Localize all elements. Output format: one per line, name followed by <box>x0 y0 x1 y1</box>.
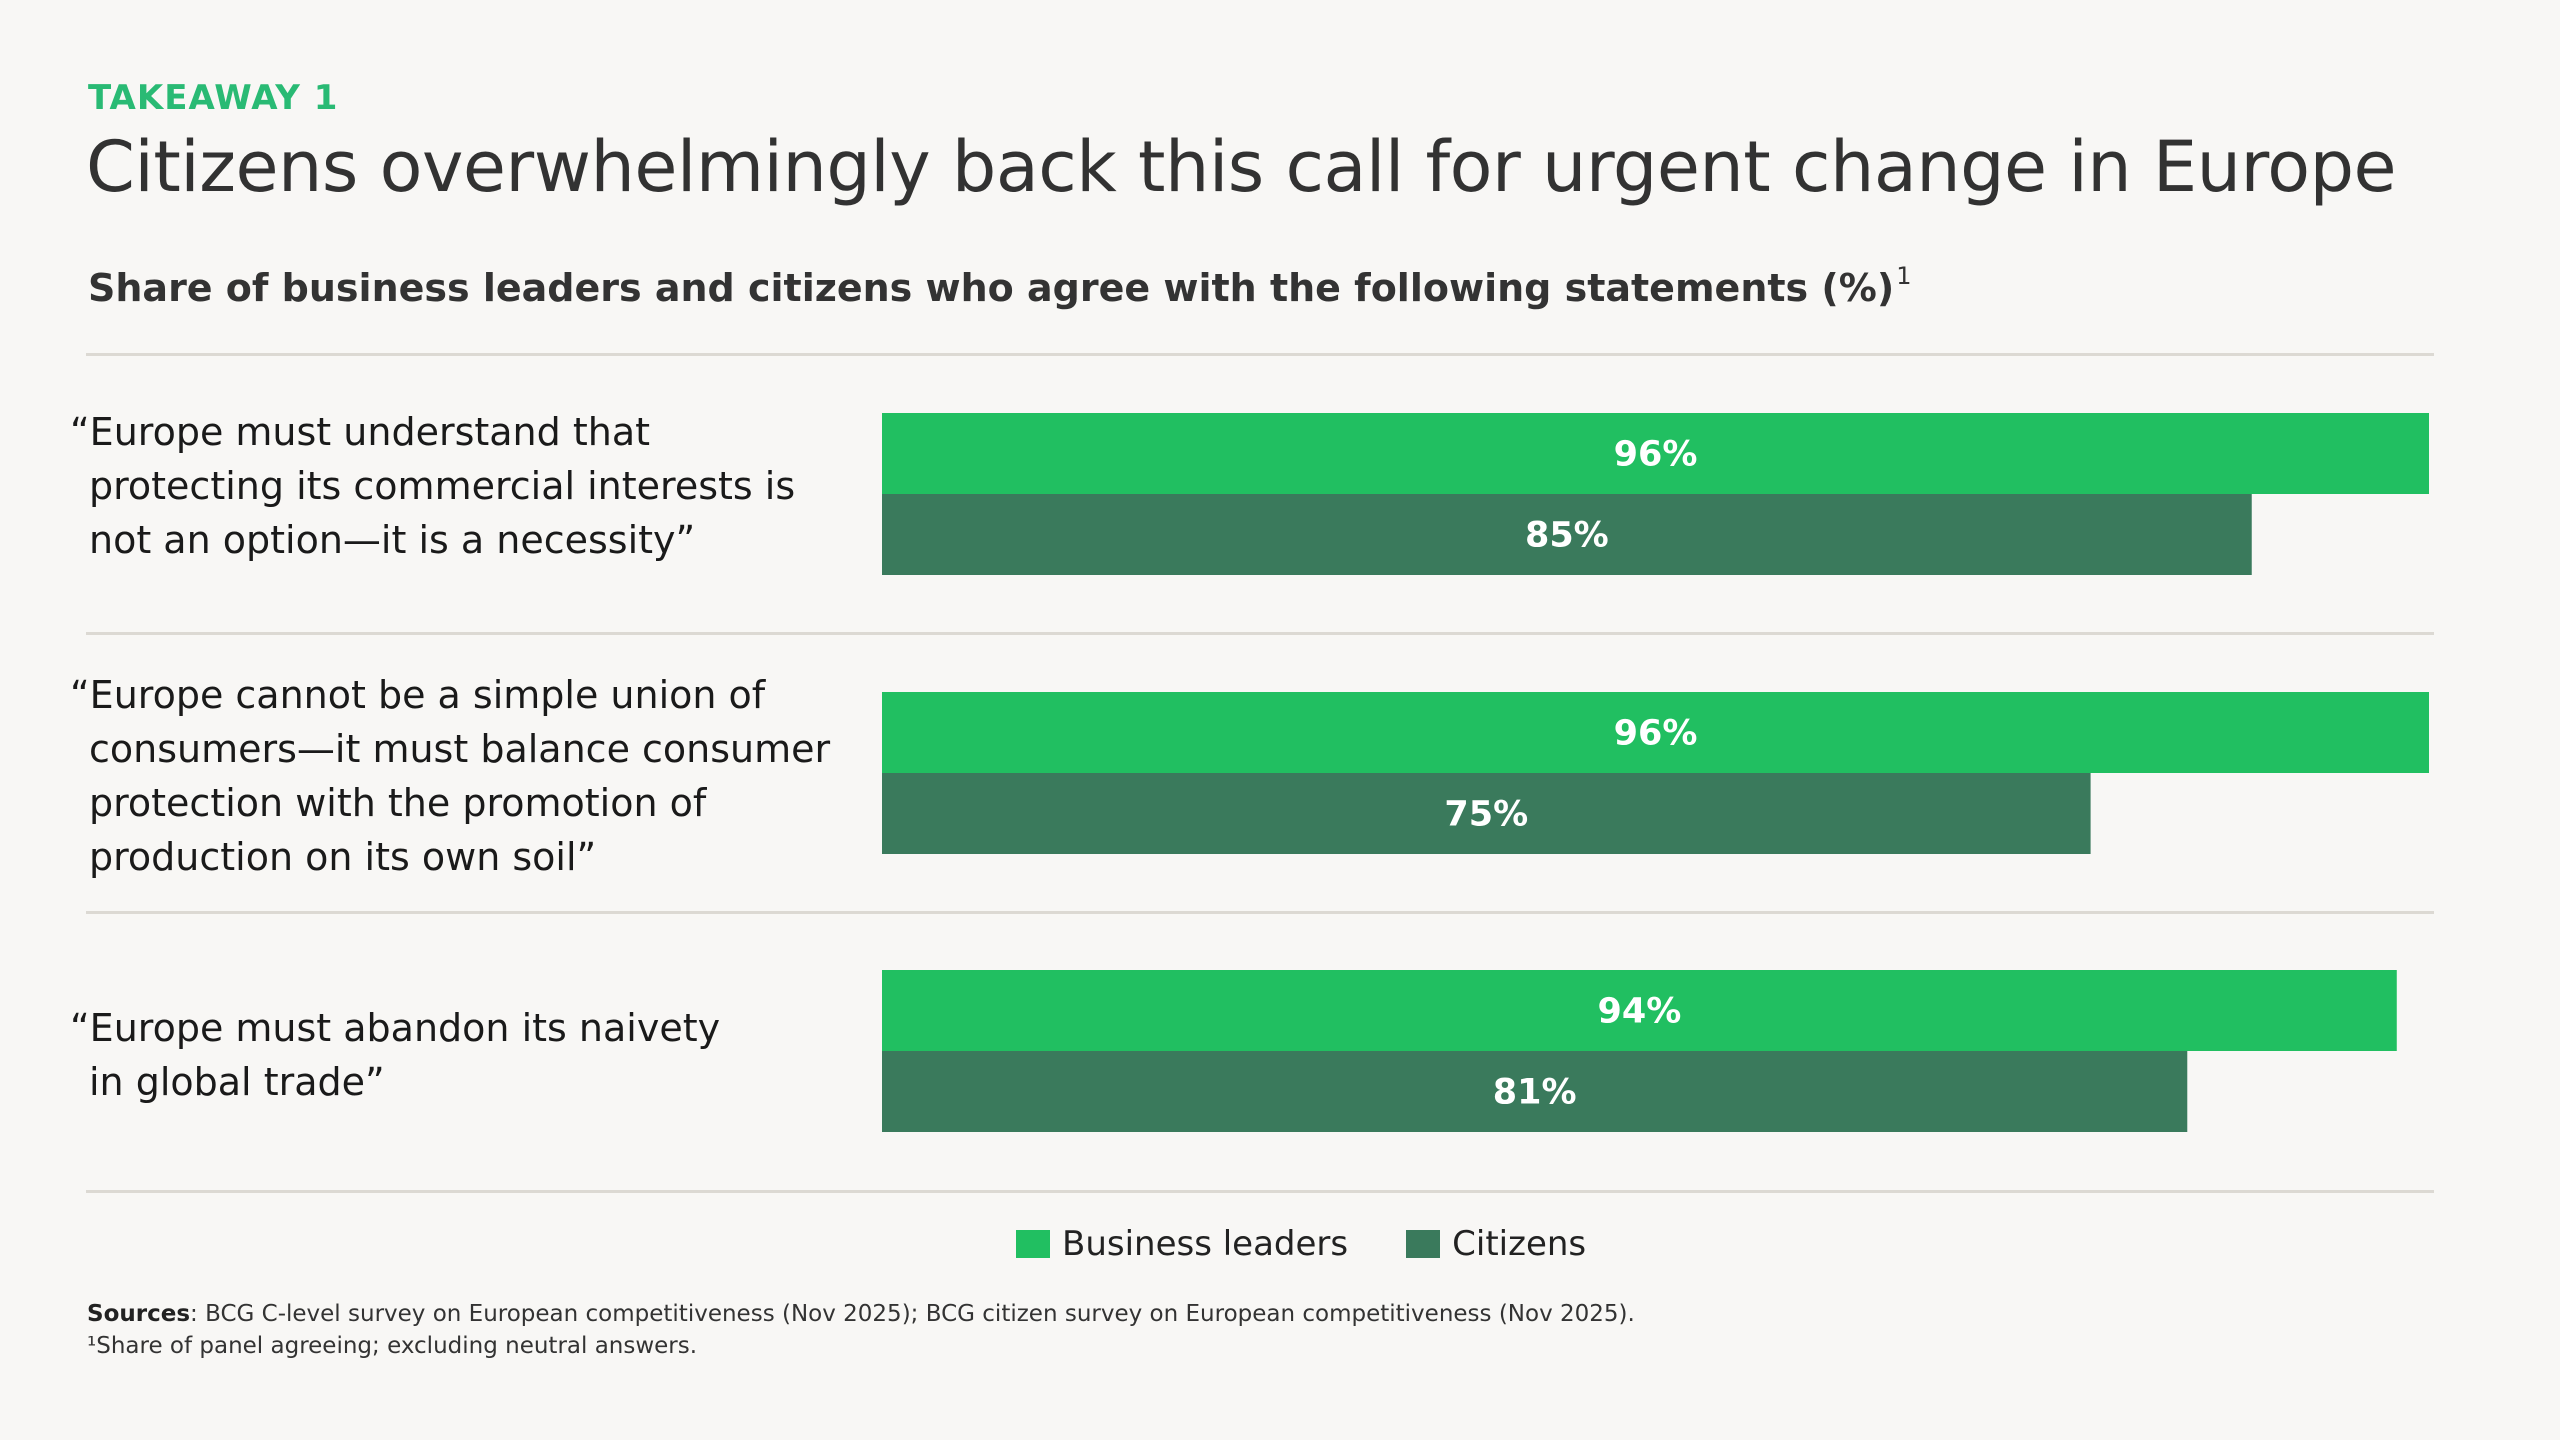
statement-line: “Europe must abandon its naivety <box>70 1006 721 1050</box>
sources-note: Sources: BCG C-level survey on European … <box>87 1298 1635 1362</box>
divider-2 <box>86 911 2434 914</box>
footnote-text: ¹Share of panel agreeing; excluding neut… <box>87 1333 698 1359</box>
kicker-label: TAKEAWAY 1 <box>88 78 339 118</box>
legend-swatch-citizens <box>1406 1230 1441 1258</box>
footnote-mark: 1 <box>1896 262 1912 290</box>
data-label-citizens-3: 81% <box>1493 1073 1577 1113</box>
statement-line: consumers—it must balance consumer <box>89 727 831 771</box>
data-label-business-leaders-2: 96% <box>1614 714 1698 754</box>
data-label-business-leaders-1: 96% <box>1614 435 1698 475</box>
legend-swatch-business-leaders <box>1016 1230 1050 1258</box>
statement-1: “Europe must understand that protecting … <box>70 405 860 567</box>
legend-item-business-leaders: Business leaders <box>1016 1224 1348 1264</box>
bar-business-leaders-1 <box>882 413 2429 494</box>
statement-line: protecting its commercial interests is <box>89 464 796 508</box>
statement-line: in global trade” <box>89 1060 385 1104</box>
statement-line: protection with the promotion of <box>89 781 707 825</box>
bar-citizens-1 <box>882 494 2252 575</box>
divider-top <box>86 353 2434 356</box>
bar-citizens-3 <box>882 1051 2188 1132</box>
page-title: Citizens overwhelmingly back this call f… <box>86 126 2397 208</box>
statement-line: not an option—it is a necessity” <box>89 518 696 562</box>
legend-label-business-leaders: Business leaders <box>1062 1224 1349 1264</box>
sources-text: : BCG C-level survey on European competi… <box>190 1301 1635 1327</box>
bar-citizens-2 <box>882 773 2091 854</box>
chart-subtitle: Share of business leaders and citizens w… <box>88 262 1911 310</box>
statement-line: “Europe cannot be a simple union of <box>70 673 766 717</box>
chart-subtitle-text: Share of business leaders and citizens w… <box>88 266 1895 310</box>
divider-1 <box>86 632 2434 635</box>
data-label-citizens-2: 75% <box>1444 795 1528 835</box>
statement-3: “Europe must abandon its naivety in glob… <box>70 1001 860 1109</box>
legend-label-citizens: Citizens <box>1452 1224 1587 1264</box>
bar-business-leaders-2 <box>882 692 2429 773</box>
sources-label: Sources <box>87 1301 191 1327</box>
data-label-citizens-1: 85% <box>1525 516 1609 556</box>
bar-business-leaders-3 <box>882 970 2397 1051</box>
sources-line: Sources: BCG C-level survey on European … <box>87 1298 1635 1330</box>
chart-legend: Business leaders Citizens <box>1016 1224 1644 1264</box>
statement-line: production on its own soil” <box>89 835 597 879</box>
statement-line: “Europe must understand that <box>70 410 651 454</box>
legend-item-citizens: Citizens <box>1406 1224 1586 1264</box>
divider-bottom <box>86 1190 2434 1193</box>
statement-2: “Europe cannot be a simple union of cons… <box>70 668 860 884</box>
data-label-business-leaders-3: 94% <box>1597 992 1681 1032</box>
